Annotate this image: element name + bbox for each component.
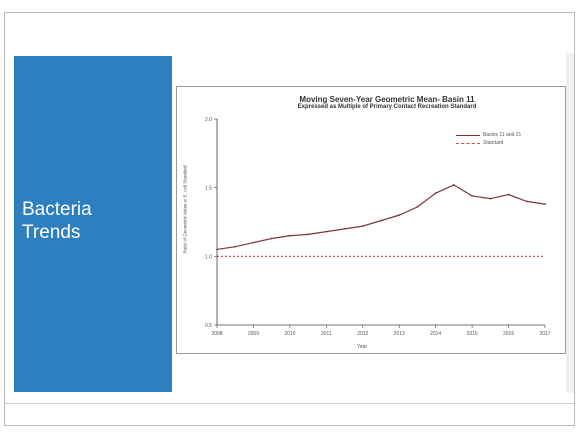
x-tick-label: 2015: [467, 331, 478, 337]
series-point: [544, 203, 546, 206]
x-tick-label: 2013: [394, 331, 405, 337]
chart-title: Moving Seven-Year Geometric Mean- Basin …: [299, 95, 475, 104]
x-tick-label: 2012: [357, 331, 368, 337]
series-point: [452, 184, 455, 186]
title-block: [14, 56, 172, 392]
series-point: [270, 237, 273, 240]
x-tick-label: 2008: [211, 331, 222, 337]
y-tick-label: 0.5: [205, 323, 212, 329]
series-point: [489, 197, 492, 200]
slide-side-rule: [566, 53, 574, 393]
series-point: [361, 225, 364, 228]
legend-item-basins: Basins 11 and 21: [456, 131, 521, 139]
series-point: [343, 227, 346, 230]
series-point: [416, 205, 419, 208]
series-point: [525, 200, 528, 203]
series-point: [471, 195, 474, 197]
plot-series: [216, 184, 546, 257]
slide-title-line-2: Trends: [22, 222, 81, 243]
series-point: [216, 248, 218, 251]
x-tick-label: 2011: [321, 331, 332, 337]
x-tick-label: 2014: [430, 331, 441, 337]
x-tick-label: 2017: [539, 331, 550, 337]
legend-label-basins: Basins 11 and 21: [483, 132, 522, 138]
series-point: [288, 234, 291, 237]
series-point: [507, 193, 510, 196]
chart-frame: Moving Seven-Year Geometric Mean- Basin …: [176, 86, 566, 354]
series-point: [307, 233, 310, 236]
slide-title: Bacteria Trends: [22, 198, 92, 244]
series-point: [325, 230, 328, 233]
series-point: [380, 219, 382, 222]
y-tick-label: 1.0: [205, 254, 212, 260]
series-point: [234, 245, 237, 248]
y-tick-label: 1.5: [205, 186, 212, 192]
legend-item-standard: Standard: [456, 139, 521, 147]
series-point: [434, 192, 437, 195]
slide-bottom-rule: [5, 403, 574, 404]
legend-swatch-basins: [456, 134, 480, 136]
plot-axes: [216, 119, 545, 326]
plot-ticks: 2008 2009 2010 2011 2012 2013 2014 2015 2016 2017…: [205, 117, 551, 337]
chart-plot: 2008 2009 2010 2011 2012 2013 2014 2015 2016 2017…: [205, 117, 551, 337]
y-tick-label: 2.0: [205, 117, 212, 123]
chart-subtitle: Expressed as Multiple of Primary Contact…: [297, 104, 477, 110]
series-point: [398, 214, 401, 217]
slide-title-line-1: Bacteria: [22, 199, 92, 220]
legend-label-standard: Standard: [483, 140, 504, 146]
chart-legend: Basins 11 and 21 Standard: [456, 131, 521, 147]
series-line-basins-11-and-21: [216, 184, 546, 251]
series-point: [252, 241, 255, 244]
x-tick-label: 2009: [248, 331, 259, 337]
legend-swatch-standard: [456, 142, 480, 144]
x-axis-label: Year: [357, 344, 368, 350]
x-tick-label: 2010: [284, 331, 295, 337]
x-tick-label: 2016: [503, 331, 514, 337]
